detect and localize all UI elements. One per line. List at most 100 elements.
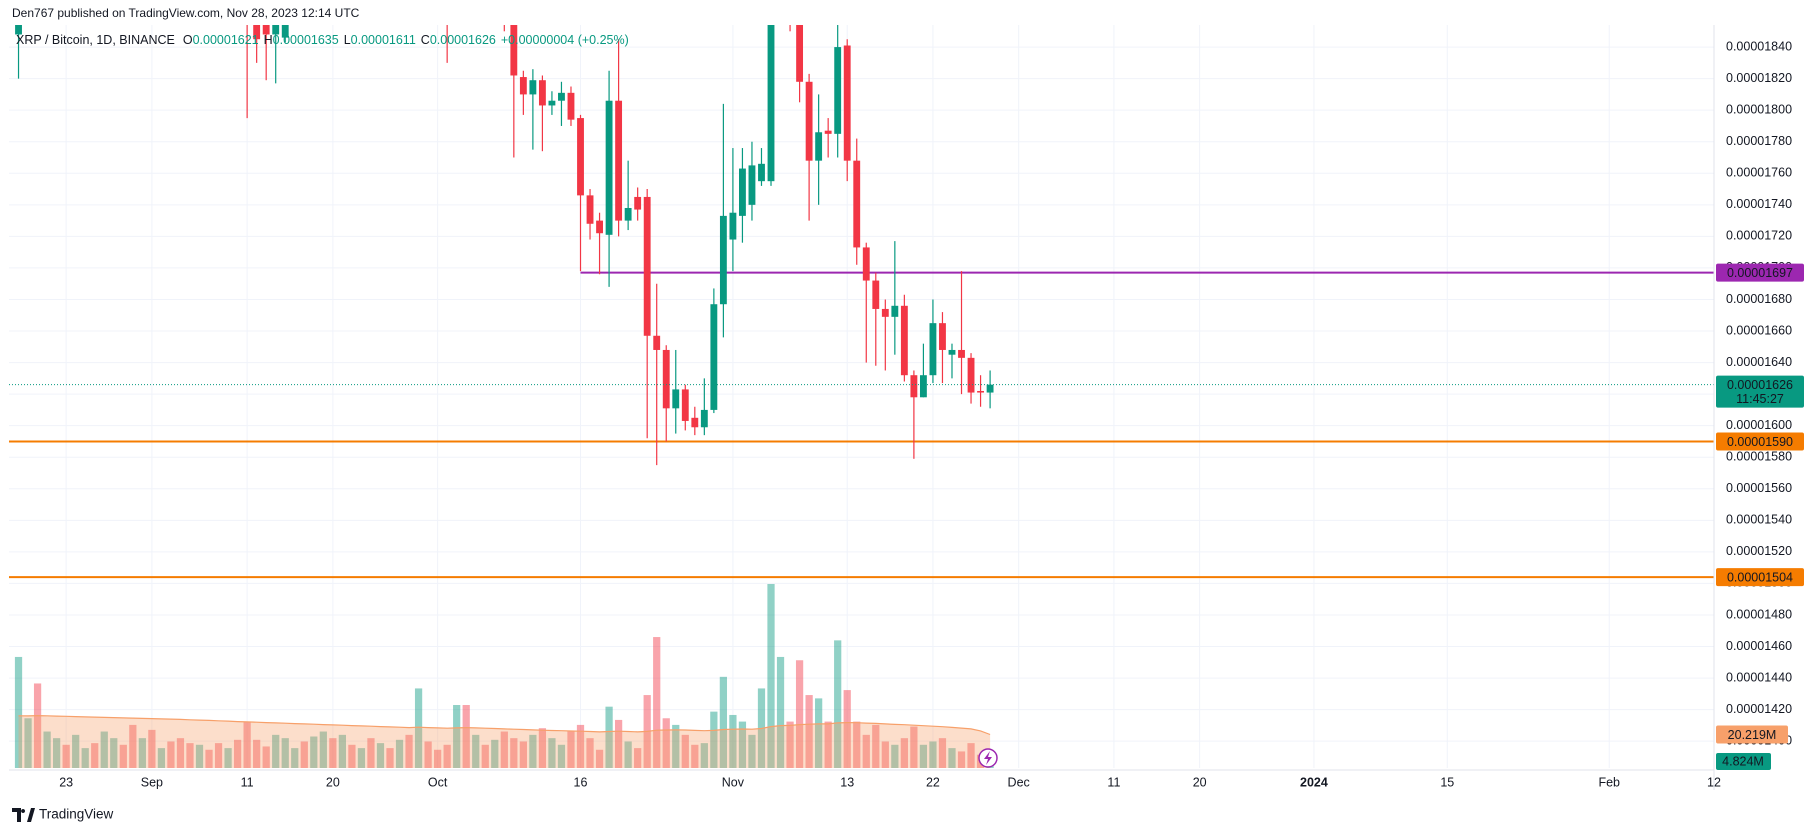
candle-body (767, 25, 775, 182)
volume-bar (186, 743, 194, 768)
volume-bar (253, 739, 261, 768)
legend-value: 0.00001621 (193, 33, 259, 47)
candle-body (253, 25, 261, 40)
x-tick-label: 11 (1107, 775, 1120, 789)
volume-bar (157, 748, 166, 768)
volume-bar (795, 660, 804, 768)
legend-value: 0.00001611 (351, 33, 416, 47)
legend-key: L (344, 33, 351, 47)
volume-bar (891, 744, 899, 768)
x-tick-label: 20 (326, 775, 340, 789)
volume-bar (376, 743, 385, 768)
brand-logo (12, 808, 35, 822)
volume-bar (567, 731, 575, 768)
symbol-title: XRP / Bitcoin, 1D, BINANCE (16, 33, 175, 47)
volume-bar (167, 741, 175, 768)
candle-body (758, 163, 765, 182)
candle-body (948, 349, 956, 355)
volume-bar (272, 734, 280, 768)
volume-bar (81, 748, 89, 768)
candle-body (719, 215, 727, 305)
volume-bar (233, 739, 242, 768)
volume-bar (719, 676, 728, 768)
brand-name: TradingView (39, 807, 114, 822)
volume-bar (443, 744, 451, 768)
volume-bar (100, 731, 108, 768)
price-label-box (1716, 568, 1804, 587)
volume-bar (881, 741, 889, 768)
volume-ma-line (18, 714, 991, 736)
volume-bar (738, 721, 747, 768)
volume-bar (138, 738, 146, 768)
candle-body (672, 389, 680, 409)
volume-bar (205, 749, 213, 768)
volume-bar (510, 738, 518, 768)
x-tick-label: Oct (428, 775, 448, 789)
volume-bar (919, 744, 928, 768)
volume-bar (262, 746, 270, 768)
candle-body (577, 118, 584, 196)
volume-bar (957, 751, 966, 768)
candle-body (519, 77, 527, 95)
candle-body (834, 47, 842, 134)
candle-body (634, 196, 642, 210)
candle-body (272, 25, 280, 35)
volume-bar (700, 743, 708, 768)
x-tick-label: Feb (1598, 775, 1620, 789)
candle-body (529, 80, 537, 95)
candle-body (919, 375, 927, 398)
volume-bar (214, 743, 223, 768)
volume-bar (691, 744, 699, 768)
x-tick-label: Nov (722, 775, 745, 789)
x-tick-label: 12 (1707, 775, 1721, 789)
volume-bar (195, 744, 204, 768)
price-label-box (1716, 263, 1804, 282)
volume-bar (900, 738, 908, 768)
y-tick-label: 0.00001660 (1726, 323, 1792, 337)
y-tick-label: 0.00001460 (1726, 639, 1792, 653)
volume-bar (243, 721, 251, 768)
candle-body (986, 384, 994, 393)
volume-bar (424, 741, 432, 768)
volume-bar (805, 695, 813, 768)
candle-body (605, 100, 613, 235)
volume-bar (291, 748, 299, 768)
y-tick-label: 0.00001740 (1726, 197, 1792, 211)
y-tick-label: 0.00001480 (1726, 607, 1792, 621)
candle-body (700, 409, 708, 428)
volume-bar (481, 744, 489, 768)
candle-body (596, 220, 603, 234)
volume-label: 4.824M (1722, 754, 1764, 768)
volume-bar (624, 741, 632, 768)
volume-bar (929, 741, 937, 768)
candle-body (900, 305, 908, 376)
volume-bar (710, 711, 718, 768)
published-note: Den767 published on TradingView.com, Nov… (12, 6, 360, 20)
alert-icon (978, 748, 998, 768)
price-label-box (1716, 432, 1804, 451)
y-tick-label: 0.00001520 (1726, 544, 1792, 558)
candle-body (977, 390, 984, 393)
volume-bar (538, 728, 547, 768)
volume-bar (43, 731, 51, 768)
volume-bar (500, 731, 508, 768)
volume-bar (405, 734, 413, 768)
countdown-label: 11:45:27 (1736, 392, 1784, 406)
volume-bar (281, 738, 289, 768)
volume-bar (614, 719, 623, 768)
candle-body (967, 357, 975, 393)
legend-value: 0.00001635 (273, 33, 339, 47)
candle-body (796, 25, 804, 82)
candle-body (15, 25, 22, 35)
volume-bar (129, 724, 137, 768)
candle-body (853, 160, 861, 248)
candle-body (939, 323, 946, 350)
x-tick-label: 20 (1193, 775, 1207, 789)
price-label: 0.00001590 (1727, 435, 1793, 449)
candle-body (510, 25, 518, 76)
candle-body (662, 349, 670, 409)
price-labels: 0.00001697 0.00001590 0.00001504 0.00001626… (1716, 263, 1804, 770)
volume-bar (329, 738, 337, 768)
candle-body (891, 305, 899, 317)
candle-body (958, 349, 965, 358)
